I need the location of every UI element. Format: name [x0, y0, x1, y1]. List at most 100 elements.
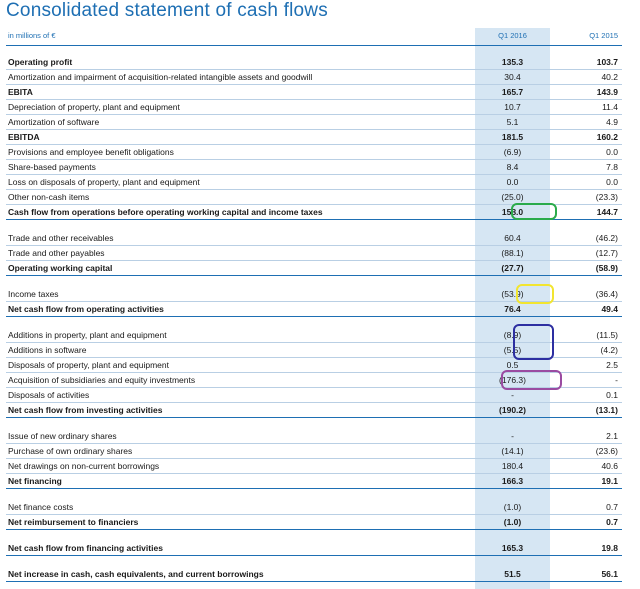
- row-label: Depreciation of property, plant and equi…: [8, 102, 180, 112]
- value-q1-2015: (4.2): [600, 345, 618, 355]
- table-row: Net cash flow from operating activities 7…: [6, 302, 622, 317]
- value-q1-2015: 0.7: [606, 502, 618, 512]
- value-q1-2015: 160.2: [596, 132, 618, 142]
- row-label: Additions in property, plant and equipme…: [8, 330, 167, 340]
- value-q1-2015: 0.1: [606, 390, 618, 400]
- table-row: Trade and other receivables 60.4 (46.2): [6, 231, 622, 246]
- row-label: Net drawings on non-current borrowings: [8, 461, 160, 471]
- value-q1-2016: (53.9): [501, 289, 524, 299]
- column-header-q1-2015: Q1 2015: [589, 31, 618, 40]
- value-q1-2016: (14.1): [501, 446, 524, 456]
- value-q1-2015: 4.9: [606, 117, 618, 127]
- value-q1-2015: 49.4: [601, 304, 618, 314]
- table-row: Additions in property, plant and equipme…: [6, 328, 622, 343]
- row-label: Issue of new ordinary shares: [8, 431, 117, 441]
- yellow-highlight-circle: [516, 284, 554, 304]
- table-row: Net cash flow from investing activities (…: [6, 403, 622, 418]
- value-q1-2016: (27.7): [501, 263, 524, 273]
- row-label: Disposals of activities: [8, 390, 90, 400]
- row-label: Loss on disposals of property, plant and…: [8, 177, 200, 187]
- value-q1-2016: 166.3: [501, 476, 524, 486]
- value-q1-2015: 19.8: [601, 543, 618, 553]
- table-row: Other non-cash items (25.0) (23.3): [6, 190, 622, 205]
- table-row: Issue of new ordinary shares - 2.1: [6, 429, 622, 444]
- value-q1-2016: (25.0): [501, 192, 524, 202]
- value-q1-2015: 143.9: [596, 87, 618, 97]
- row-label: Operating profit: [8, 57, 73, 67]
- value-q1-2015: (23.3): [595, 192, 618, 202]
- row-label: Net financing: [8, 476, 62, 486]
- table-row: Net reimbursement to financiers (1.0) 0.7: [6, 515, 622, 530]
- value-q1-2015: (13.1): [595, 405, 618, 415]
- value-q1-2016: 0.0: [506, 177, 519, 187]
- row-label: Amortization of software: [8, 117, 100, 127]
- table-row: Disposals of property, plant and equipme…: [6, 358, 622, 373]
- table-row: Net cash flow from financing activities 1…: [6, 541, 622, 556]
- table-row: Net drawings on non-current borrowings 18…: [6, 459, 622, 474]
- row-label: Net cash flow from operating activities: [8, 304, 164, 314]
- table-row: Amortization and impairment of acquisiti…: [6, 70, 622, 85]
- value-q1-2016: -: [511, 390, 514, 400]
- table-row: EBITDA 181.5 160.2: [6, 130, 622, 145]
- value-q1-2016: 165.7: [501, 87, 524, 97]
- value-q1-2016: (1.0): [503, 502, 522, 512]
- value-q1-2015: 0.0: [606, 177, 618, 187]
- value-q1-2016: 8.4: [506, 162, 519, 172]
- value-q1-2015: 0.7: [606, 517, 618, 527]
- table-row: Net financing 166.3 19.1: [6, 474, 622, 489]
- row-label: EBITDA: [8, 132, 40, 142]
- table-row: Income taxes (53.9) (36.4): [6, 287, 622, 302]
- value-q1-2016: 51.5: [504, 569, 521, 579]
- value-q1-2016: 60.4: [504, 233, 521, 243]
- row-label: Trade and other receivables: [8, 233, 114, 243]
- value-q1-2016: 181.5: [501, 132, 524, 142]
- row-label: Disposals of property, plant and equipme…: [8, 360, 169, 370]
- table-row: Depreciation of property, plant and equi…: [6, 100, 622, 115]
- table-row: Loss on disposals of property, plant and…: [6, 175, 622, 190]
- value-q1-2016: 135.3: [501, 57, 524, 67]
- value-q1-2016: (1.0): [503, 517, 522, 527]
- q1-2016-column-band: [475, 28, 550, 589]
- table-row: Operating profit 135.3 103.7: [6, 55, 622, 70]
- value-q1-2015: 2.5: [606, 360, 618, 370]
- value-q1-2016: -: [511, 431, 514, 441]
- row-label: Net cash flow from investing activities: [8, 405, 163, 415]
- value-q1-2015: -: [615, 375, 618, 385]
- table-row: Purchase of own ordinary shares (14.1) (23…: [6, 444, 622, 459]
- row-label: Share-based payments: [8, 162, 96, 172]
- row-label: Provisions and employee benefit obligati…: [8, 147, 174, 157]
- value-q1-2016: (88.1): [501, 248, 524, 258]
- value-q1-2016: 76.4: [504, 304, 521, 314]
- value-q1-2015: 7.8: [606, 162, 618, 172]
- value-q1-2015: (23.6): [595, 446, 618, 456]
- value-q1-2015: (36.4): [595, 289, 618, 299]
- blue-highlight-circle: [513, 324, 554, 360]
- row-label: Purchase of own ordinary shares: [8, 446, 133, 456]
- row-label: Net cash flow from financing activities: [8, 543, 163, 553]
- table-row: Additions in software (5.5) (4.2): [6, 343, 622, 358]
- row-label: Additions in software: [8, 345, 87, 355]
- table-row: EBITA 165.7 143.9: [6, 85, 622, 100]
- value-q1-2016: 180.4: [501, 461, 524, 471]
- column-header-q1-2016: Q1 2016: [498, 31, 527, 40]
- units-label: in millions of €: [8, 31, 56, 40]
- value-q1-2016: 5.1: [506, 117, 519, 127]
- table-row: Acquisition of subsidiaries and equity i…: [6, 373, 622, 388]
- value-q1-2015: 103.7: [596, 57, 618, 67]
- table-row: Amortization of software 5.1 4.9: [6, 115, 622, 130]
- table-row: Provisions and employee benefit obligati…: [6, 145, 622, 160]
- value-q1-2016: 0.5: [506, 360, 519, 370]
- value-q1-2016: (5.5): [503, 345, 522, 355]
- table-row: Operating working capital (27.7) (58.9): [6, 261, 622, 276]
- row-label: Net finance costs: [8, 502, 74, 512]
- purple-highlight-circle: [501, 370, 562, 390]
- value-q1-2016: 165.3: [501, 543, 524, 553]
- row-label: Net reimbursement to financiers: [8, 517, 139, 527]
- value-q1-2015: (12.7): [595, 248, 618, 258]
- row-label: Other non-cash items: [8, 192, 90, 202]
- value-q1-2016: (6.9): [503, 147, 522, 157]
- row-label: Trade and other payables: [8, 248, 105, 258]
- row-label: Income taxes: [8, 289, 59, 299]
- row-label: Acquisition of subsidiaries and equity i…: [8, 375, 196, 385]
- value-q1-2015: 19.1: [601, 476, 618, 486]
